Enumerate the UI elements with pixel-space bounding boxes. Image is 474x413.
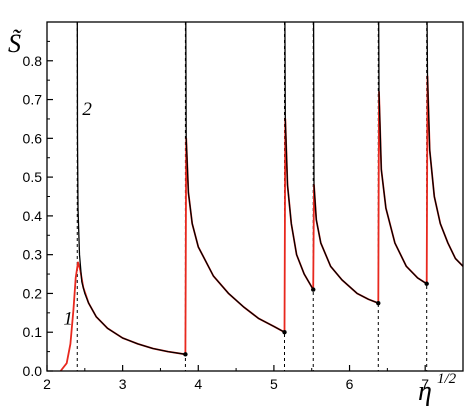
series-lines [59, 21, 464, 372]
annotations: 12 [63, 99, 92, 329]
x-tick-label: 4 [194, 376, 202, 392]
threshold-point-3 [311, 287, 316, 292]
y-tick-label: 0.3 [23, 247, 43, 263]
series-2-segment-2 [185, 21, 285, 333]
y-tick-label: 0.6 [23, 130, 43, 146]
series-2-segment-4 [312, 21, 379, 304]
threshold-point-2 [282, 330, 287, 335]
y-tick-label: 0.5 [23, 169, 43, 185]
threshold-points [183, 281, 429, 357]
y-tick-label: 0.4 [23, 208, 43, 224]
x-tick-label: 5 [270, 376, 278, 392]
threshold-point-4 [376, 300, 381, 306]
x-axis: 2 3 4 5 6 7 [43, 365, 429, 392]
threshold-lines [76, 22, 428, 371]
series-2-segment-5 [378, 21, 428, 285]
series-1-segment-4 [312, 184, 379, 304]
y-axis-title: S̃ [8, 29, 22, 58]
x-tick-label: 7 [421, 376, 429, 392]
curve-label-2: 2 [82, 99, 92, 120]
y-tick-label: 0.0 [23, 363, 43, 379]
series-1-segment-5 [377, 90, 428, 304]
y-tick-label: 0.8 [23, 53, 43, 69]
y-tick-label: 0.7 [23, 92, 43, 108]
x-tick-label: 2 [43, 376, 51, 392]
series-1-segment-2 [184, 137, 285, 355]
y-tick-label: 0.2 [23, 285, 43, 301]
series-2-segment-3 [284, 21, 314, 290]
series-2-segment-1 [76, 21, 186, 355]
plot-frame [46, 21, 464, 372]
x-tick-label: 6 [346, 376, 354, 392]
x-axis-title: η [418, 376, 432, 407]
threshold-point-1 [183, 352, 188, 357]
y-axis: 0.0 0.1 0.2 0.3 0.4 0.5 0.6 0.7 0.8 [23, 40, 53, 379]
series-1-segment-1 [59, 261, 186, 372]
series-1-segment-3 [283, 118, 314, 333]
threshold-point-5 [424, 281, 429, 286]
series-2-segment-6 [426, 21, 464, 267]
x-tick-label: 3 [119, 376, 127, 392]
x-axis-title-exponent: 1/2 [437, 371, 457, 387]
curve-label-1: 1 [63, 308, 73, 329]
y-tick-label: 0.1 [23, 324, 43, 340]
